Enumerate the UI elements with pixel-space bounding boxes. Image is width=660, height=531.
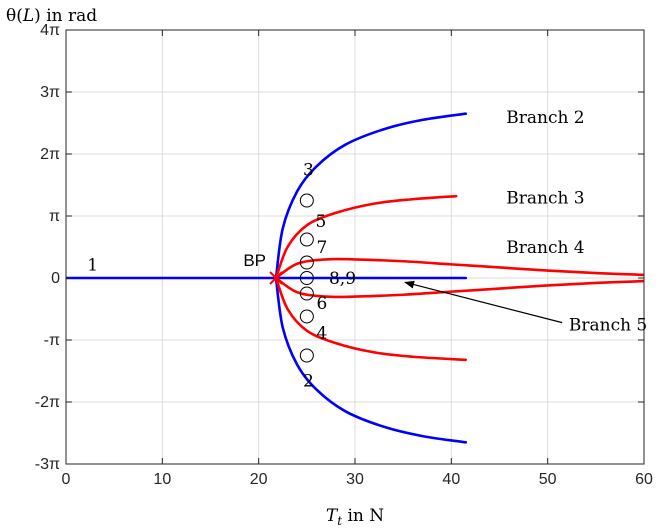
y-ticks: -3π -2π -π 0 π 2π 3π 4π [35, 22, 644, 473]
solution-point-label: 7 [316, 238, 327, 258]
solution-point-label: 8,9 [329, 269, 356, 289]
x-tick-label: 60 [635, 471, 653, 488]
y-tick-label: -2π [35, 394, 60, 411]
series-group [66, 112, 644, 444]
y-tick-label: 3π [40, 84, 60, 101]
y-axis-label-post: ) in rad [34, 6, 97, 26]
y-axis-label-var: L [22, 6, 34, 26]
x-tick-label: 50 [539, 471, 557, 488]
branch-label: Branch 3 [506, 188, 584, 208]
series-line-5 [274, 276, 468, 362]
markers-group [269, 193, 314, 363]
x-ticks: 0 10 20 30 40 50 60 [62, 30, 653, 488]
branch-label: Branch 4 [506, 238, 584, 258]
series-line-7 [274, 276, 644, 299]
y-axis-label: θ(L) in rad [6, 6, 97, 26]
solution-point-label: 2 [303, 371, 314, 391]
bifurcation-point-marker [269, 271, 283, 285]
solution-circle-marker [299, 255, 314, 270]
x-axis-label-main: T [326, 506, 339, 526]
x-axis-label: Tt in N [326, 506, 384, 528]
solution-circle-marker [299, 232, 314, 247]
series-line-4 [274, 194, 458, 280]
annotation-arrow-group [404, 280, 563, 324]
solution-circle-marker [299, 271, 314, 285]
y-tick-label: 2π [40, 146, 60, 163]
y-tick-label: 0 [51, 270, 60, 287]
annotation-labels: BP 1 3 5 78,96 4 2 Branch 2 Branch 3 Branch 4 Bran… [87, 108, 647, 391]
solution-point-label: 5 [316, 212, 327, 232]
y-tick-label: -π [44, 332, 60, 349]
x-axis-label-unit: in N [342, 506, 384, 526]
solution-circle-marker [299, 286, 314, 301]
series-line-3 [274, 276, 468, 444]
solution-circle-marker [299, 309, 314, 324]
solution-circle-marker [299, 348, 314, 363]
solution-point-label: 4 [316, 324, 327, 344]
y-tick-label: -3π [35, 456, 60, 473]
y-axis-label-pre: θ( [6, 6, 23, 26]
solution-point-label: 1 [87, 255, 98, 275]
series-line-6 [274, 257, 644, 280]
branch-label: Branch 5 [569, 316, 647, 336]
solution-circle-marker [299, 193, 314, 208]
solution-point-label: 6 [316, 294, 327, 314]
x-tick-label: 20 [250, 471, 268, 488]
x-tick-label: 40 [442, 471, 460, 488]
x-tick-label: 30 [346, 471, 364, 488]
solution-point-label: 3 [303, 161, 314, 181]
y-tick-label: 4π [40, 22, 60, 39]
x-tick-label: 0 [62, 471, 71, 488]
series-line-2 [274, 112, 468, 280]
y-tick-label: π [49, 208, 60, 225]
bifurcation-point-label: BP [243, 251, 266, 270]
x-tick-label: 10 [153, 471, 171, 488]
x-axis-label-sub: t [337, 514, 342, 528]
branch-label: Branch 2 [506, 108, 584, 128]
branch-5-arrow [404, 280, 563, 324]
